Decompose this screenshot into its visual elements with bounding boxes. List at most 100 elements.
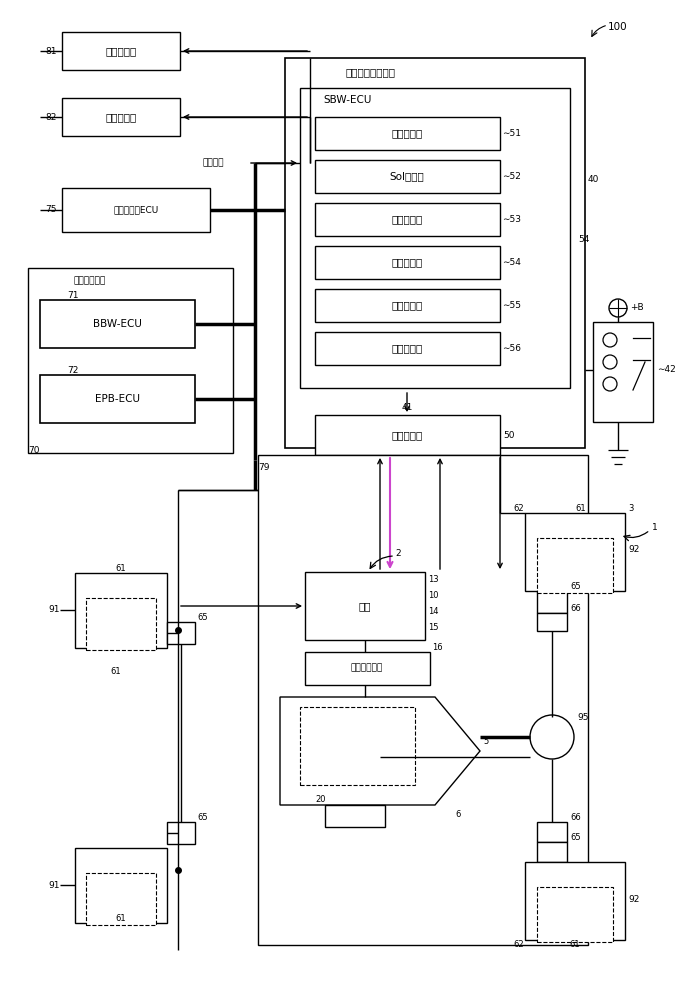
Text: 100: 100	[608, 22, 628, 32]
Text: 91: 91	[48, 605, 60, 614]
Text: 65: 65	[570, 833, 581, 842]
Text: 81: 81	[45, 46, 57, 55]
Text: ∼55: ∼55	[502, 301, 521, 310]
Bar	[167, 822, 195, 844]
Bar	[167, 622, 195, 644]
Text: 换挡挡位控制装置: 换挡挡位控制装置	[345, 67, 395, 77]
Bar	[537, 842, 567, 862]
Bar	[305, 652, 430, 685]
Bar	[300, 88, 570, 388]
Text: 异常监视部: 异常监视部	[391, 215, 422, 225]
Bar	[305, 572, 425, 640]
Text: 1: 1	[652, 524, 658, 532]
Text: 2: 2	[395, 548, 400, 558]
Text: Sol控制部: Sol控制部	[389, 172, 424, 182]
Bar	[62, 98, 180, 136]
Text: 报告指令部: 报告指令部	[391, 344, 422, 354]
Text: 71: 71	[67, 291, 79, 300]
Text: 66: 66	[570, 604, 581, 613]
Bar	[86, 873, 156, 925]
Text: EPB-ECU: EPB-ECU	[94, 394, 139, 404]
Text: 82: 82	[45, 112, 57, 121]
Text: 输出轴传感器: 输出轴传感器	[351, 664, 383, 672]
Bar	[315, 203, 500, 236]
Bar	[28, 268, 233, 453]
Text: ∼53: ∼53	[502, 215, 521, 224]
Text: 65: 65	[570, 582, 581, 591]
Bar	[62, 32, 180, 70]
Bar	[525, 513, 625, 591]
Text: 制动控制装置: 制动控制装置	[74, 276, 106, 286]
Text: 65: 65	[197, 813, 207, 822]
Text: 91: 91	[48, 880, 60, 890]
Text: 61: 61	[110, 667, 121, 676]
Bar	[75, 848, 167, 923]
Text: 62: 62	[513, 940, 524, 949]
Text: ∼51: ∼51	[502, 129, 521, 138]
Text: 61: 61	[575, 504, 586, 513]
Text: 65: 65	[197, 613, 207, 622]
Bar	[300, 707, 415, 785]
Bar	[86, 598, 156, 650]
Text: 92: 92	[628, 546, 639, 554]
Text: 61: 61	[570, 940, 580, 949]
Text: 10: 10	[428, 591, 438, 600]
Text: 14: 14	[428, 607, 438, 616]
Text: 在位判定部: 在位判定部	[391, 257, 422, 267]
Text: 70: 70	[28, 446, 39, 455]
Text: 40: 40	[588, 176, 599, 184]
Text: 16: 16	[432, 643, 442, 652]
Text: 92: 92	[628, 896, 639, 904]
Text: ∼56: ∼56	[502, 344, 521, 353]
Bar	[258, 455, 588, 945]
Text: 20: 20	[315, 795, 325, 804]
Text: 车内警告部: 车内警告部	[105, 46, 136, 56]
Text: SBW-ECU: SBW-ECU	[323, 95, 371, 105]
Bar	[525, 862, 625, 940]
Text: +B: +B	[630, 304, 644, 312]
Text: ∼52: ∼52	[502, 172, 521, 181]
Bar	[40, 375, 195, 423]
Polygon shape	[280, 697, 480, 805]
Bar	[62, 188, 210, 232]
Text: 62: 62	[513, 504, 524, 513]
Text: 6: 6	[455, 810, 460, 819]
Text: ∼42: ∼42	[657, 365, 676, 374]
Text: BBW-ECU: BBW-ECU	[92, 319, 141, 329]
Text: 61: 61	[116, 564, 126, 573]
Text: 72: 72	[67, 366, 79, 375]
Text: 电机驱动器: 电机驱动器	[391, 430, 422, 440]
Text: 5: 5	[483, 736, 489, 746]
Text: 13: 13	[428, 576, 439, 584]
Bar	[315, 332, 500, 365]
Text: 车外报告部: 车外报告部	[105, 112, 136, 122]
Bar	[75, 573, 167, 648]
Text: 75: 75	[45, 206, 57, 215]
Bar	[315, 415, 500, 455]
Text: 自动驻车用ECU: 自动驻车用ECU	[114, 206, 158, 215]
Text: ∼54: ∼54	[502, 258, 521, 267]
Text: 54: 54	[578, 235, 589, 244]
Bar	[315, 160, 500, 193]
Text: 驱动控制部: 驱动控制部	[391, 128, 422, 138]
Text: 15: 15	[428, 624, 438, 633]
Text: 95: 95	[577, 712, 588, 722]
Bar	[593, 322, 653, 422]
Bar	[40, 300, 195, 348]
Bar	[315, 289, 500, 322]
Text: 车辆信息: 车辆信息	[203, 158, 224, 167]
Bar	[537, 613, 567, 631]
Bar	[315, 246, 500, 279]
Text: 电机: 电机	[359, 601, 371, 611]
Bar	[537, 822, 567, 842]
Bar	[325, 805, 385, 827]
Text: 3: 3	[628, 504, 633, 513]
Text: 66: 66	[570, 813, 581, 822]
Bar	[537, 538, 613, 593]
Text: 制动指令部: 制动指令部	[391, 300, 422, 310]
Bar	[315, 117, 500, 150]
Bar	[537, 591, 567, 613]
Bar	[285, 58, 585, 448]
Text: 41: 41	[401, 402, 413, 412]
Bar	[537, 887, 613, 942]
